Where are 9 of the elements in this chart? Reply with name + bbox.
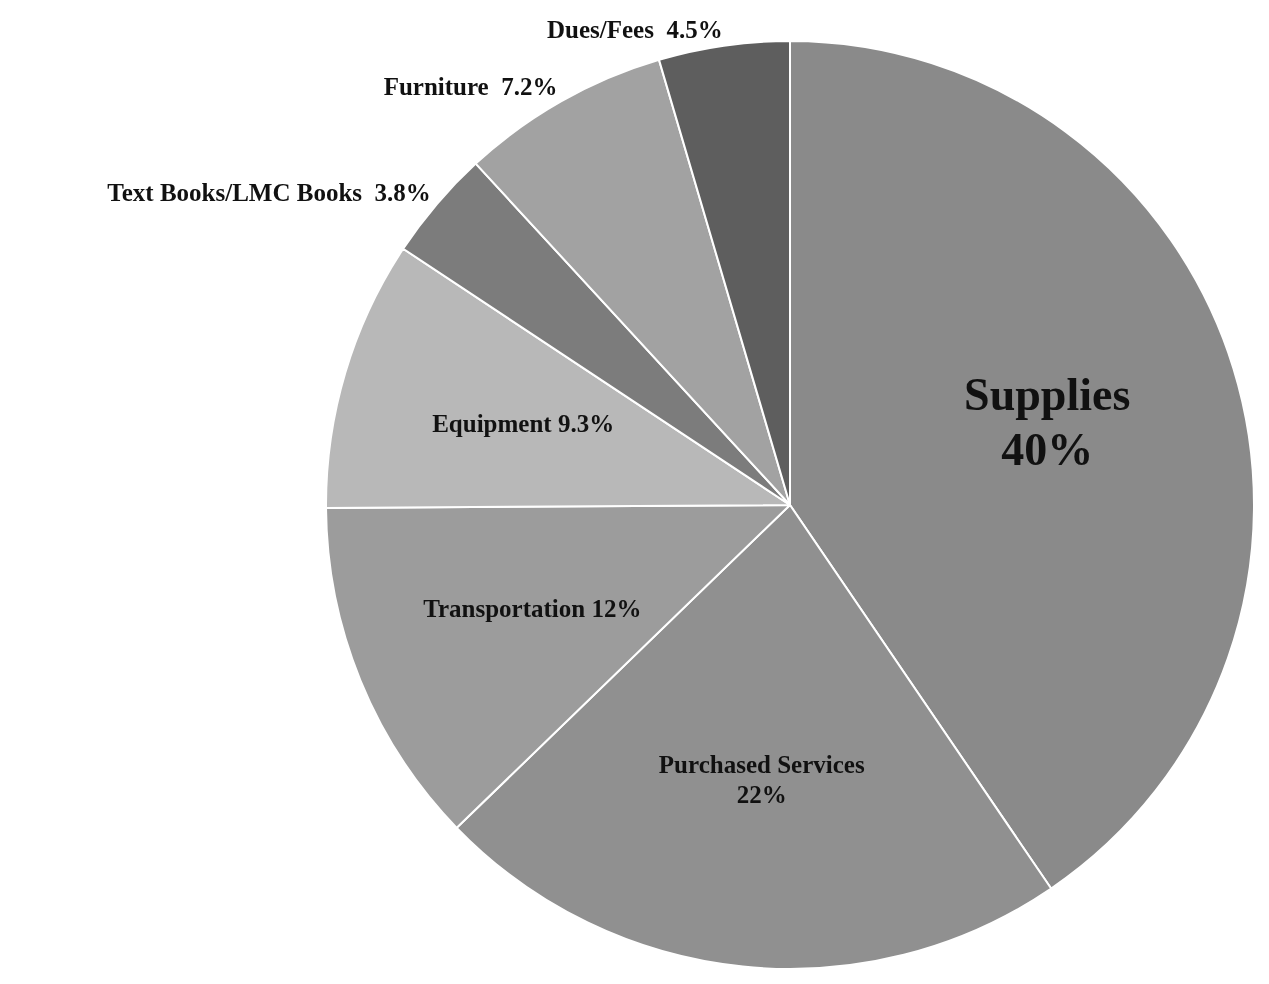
- slice-label: Text Books/LMC Books 3.8%: [107, 179, 431, 207]
- slice-label: Supplies: [964, 369, 1131, 421]
- slice-label: Purchased Services: [658, 751, 865, 779]
- slice-label: Dues/Fees 4.5%: [547, 16, 723, 44]
- data-label: 40%: [1001, 424, 1094, 476]
- slice-label: Equipment 9.3%: [432, 410, 615, 438]
- slice-label: Furniture 7.2%: [383, 73, 558, 101]
- data-label: 22%: [736, 781, 787, 809]
- slice-label: Transportation 12%: [423, 594, 642, 622]
